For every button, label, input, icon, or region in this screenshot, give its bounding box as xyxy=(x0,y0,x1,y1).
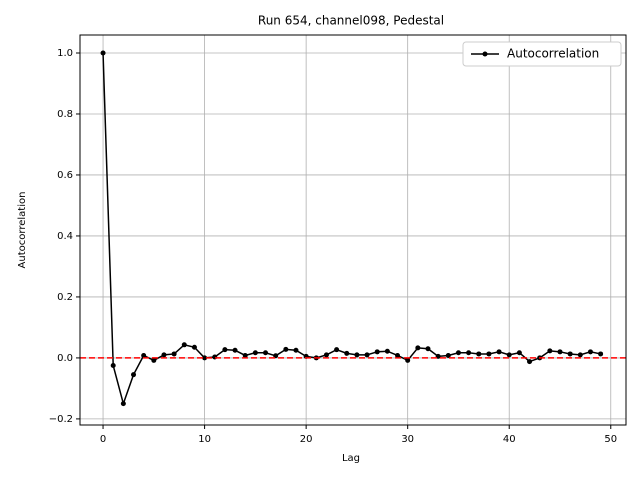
x-tick-label: 40 xyxy=(503,434,516,445)
point xyxy=(252,350,258,356)
plot-frame xyxy=(79,34,627,426)
point xyxy=(577,352,583,358)
point xyxy=(587,349,593,355)
point xyxy=(181,342,187,348)
point xyxy=(395,352,401,358)
point xyxy=(141,352,147,358)
point xyxy=(405,357,411,363)
point xyxy=(242,352,248,358)
point xyxy=(120,401,126,407)
point xyxy=(100,50,106,56)
point xyxy=(171,351,177,357)
point xyxy=(466,350,472,356)
x-tick-label: 50 xyxy=(604,434,617,445)
point xyxy=(415,345,421,351)
y-axis-label: Autocorrelation xyxy=(17,192,28,269)
x-tick-label: 20 xyxy=(300,434,313,445)
chart-title: Run 654, channel098, Pedestal xyxy=(258,14,444,28)
point xyxy=(293,347,299,353)
legend-box xyxy=(462,41,622,67)
point xyxy=(476,351,482,357)
legend-marker xyxy=(482,51,488,57)
point xyxy=(323,352,329,358)
point xyxy=(222,347,228,353)
point xyxy=(598,351,604,357)
y-tick-label: 1.0 xyxy=(57,48,73,59)
point xyxy=(110,363,116,369)
point xyxy=(354,352,360,358)
point xyxy=(191,344,197,350)
x-tick-label: 10 xyxy=(198,434,211,445)
y-tick-label: 0.8 xyxy=(57,109,73,120)
point xyxy=(131,372,137,378)
y-tick-label: 0.2 xyxy=(57,292,73,303)
point xyxy=(455,350,461,356)
point xyxy=(161,352,167,358)
legend-label: Autocorrelation xyxy=(507,47,599,61)
point xyxy=(557,349,563,355)
y-tick-label: 0.6 xyxy=(57,170,73,181)
point xyxy=(384,348,390,354)
series-line xyxy=(102,52,601,407)
x-tick-label: 0 xyxy=(100,434,106,445)
point xyxy=(567,351,573,357)
point xyxy=(425,346,431,352)
point xyxy=(486,351,492,357)
point xyxy=(527,359,533,365)
point xyxy=(374,349,380,355)
point xyxy=(445,352,451,358)
point xyxy=(334,347,340,353)
point xyxy=(232,347,238,353)
point xyxy=(496,349,502,355)
point xyxy=(263,350,269,356)
point xyxy=(273,353,279,359)
point xyxy=(506,352,512,358)
point xyxy=(344,350,350,356)
point xyxy=(547,348,553,354)
y-tick-label: −0.2 xyxy=(49,414,73,425)
point xyxy=(364,352,370,358)
point xyxy=(202,355,208,361)
point xyxy=(516,350,522,356)
point xyxy=(212,354,218,360)
x-tick-label: 30 xyxy=(401,434,414,445)
y-tick-label: 0.4 xyxy=(57,231,73,242)
y-tick-label: 0.0 xyxy=(57,353,73,364)
x-axis-label: Lag xyxy=(342,453,360,464)
point xyxy=(151,357,157,363)
point xyxy=(283,346,289,352)
